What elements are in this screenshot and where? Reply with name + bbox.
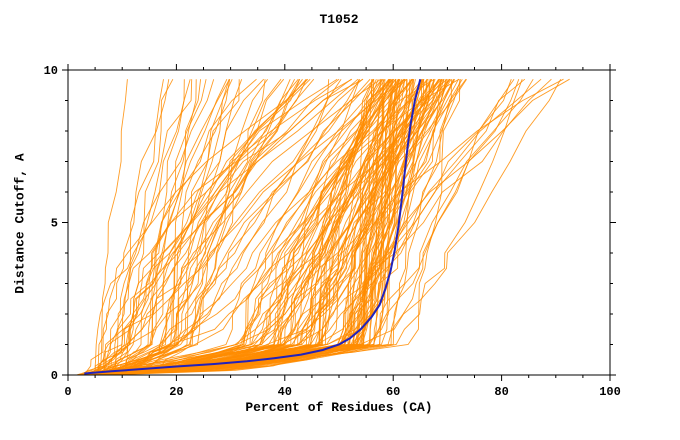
y-tick-label: 5 (51, 217, 58, 231)
y-tick-label: 10 (44, 64, 58, 78)
x-tick-label: 20 (169, 385, 183, 399)
x-tick-label: 100 (599, 385, 621, 399)
chart-title: T1052 (319, 12, 359, 27)
x-tick-label: 40 (278, 385, 292, 399)
x-axis-label: Percent of Residues (CA) (245, 400, 433, 415)
x-tick-label: 60 (386, 385, 400, 399)
highlighted-model (84, 78, 422, 375)
x-tick-label: 0 (64, 385, 71, 399)
y-tick-label: 0 (51, 369, 58, 383)
x-tick-label: 80 (494, 385, 508, 399)
